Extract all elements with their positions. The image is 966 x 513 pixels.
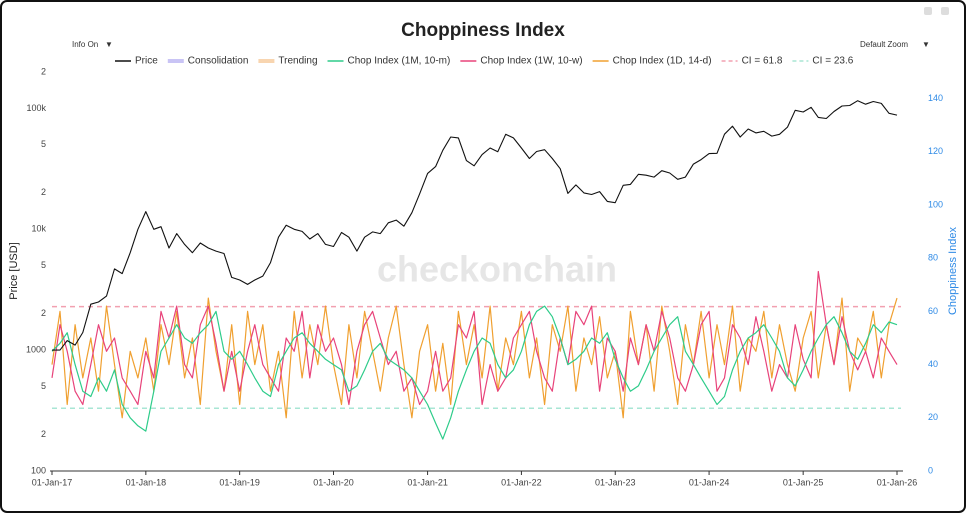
y-tick-label: 5: [41, 381, 46, 391]
toolbar-icon[interactable]: [941, 7, 949, 15]
y2-tick-label: 140: [928, 93, 943, 103]
watermark: checkonchain: [377, 249, 617, 290]
x-tick-label: 01-Jan-19: [219, 477, 260, 487]
info-toggle[interactable]: Info On: [72, 40, 98, 49]
x-tick-label: 01-Jan-23: [595, 477, 636, 487]
legend-label[interactable]: CI = 61.8: [742, 56, 783, 67]
y2-tick-label: 40: [928, 359, 938, 369]
chart-title: Choppiness Index: [401, 20, 565, 41]
x-tick-label: 01-Jan-25: [783, 477, 824, 487]
series-line: [51, 297, 898, 419]
zoom-arrow[interactable]: ▼: [922, 40, 930, 49]
y-tick-label: 100: [31, 465, 46, 475]
zoom-select[interactable]: Default Zoom: [860, 40, 908, 49]
legend-label[interactable]: Price: [135, 56, 158, 67]
x-tick-label: 01-Jan-18: [126, 477, 167, 487]
y2-tick-label: 80: [928, 253, 938, 263]
y-tick-label: 5: [41, 260, 46, 270]
y2-tick-label: 120: [928, 146, 943, 156]
y-tick-label: 1000: [26, 345, 46, 355]
y-tick-label: 2: [41, 187, 46, 197]
legend-label[interactable]: Chop Index (1M, 10-m): [348, 56, 451, 67]
y2-tick-label: 20: [928, 412, 938, 422]
x-tick-label: 01-Jan-17: [32, 477, 73, 487]
x-tick-label: 01-Jan-21: [407, 477, 448, 487]
y2-tick-label: 100: [928, 199, 943, 209]
legend-label[interactable]: Consolidation: [188, 56, 249, 67]
y-axis-title: Price [USD]: [8, 242, 20, 299]
x-tick-label: 01-Jan-26: [877, 477, 918, 487]
legend-label[interactable]: Trending: [278, 56, 317, 67]
legend-label[interactable]: Chop Index (1D, 14-d): [613, 56, 712, 67]
y-tick-label: 10k: [31, 224, 46, 234]
x-tick-label: 01-Jan-22: [501, 477, 542, 487]
y-tick-label: 2: [41, 66, 46, 76]
y2-axis-title: Choppiness Index: [947, 226, 959, 315]
y2-tick-label: 0: [928, 465, 933, 475]
legend-label[interactable]: CI = 23.6: [812, 56, 853, 67]
info-arrow[interactable]: ▼: [105, 40, 113, 49]
toolbar-icon[interactable]: [924, 7, 932, 15]
series-line: [51, 270, 898, 406]
legend-label[interactable]: Chop Index (1W, 10-w): [480, 56, 582, 67]
y2-tick-label: 60: [928, 306, 938, 316]
series-line: [51, 305, 898, 440]
y-tick-label: 5: [41, 139, 46, 149]
y-tick-label: 2: [41, 429, 46, 439]
series-line: [52, 100, 898, 351]
y-tick-label: 100k: [26, 103, 46, 113]
y-tick-label: 2: [41, 308, 46, 318]
x-tick-label: 01-Jan-20: [313, 477, 354, 487]
x-tick-label: 01-Jan-24: [689, 477, 730, 487]
